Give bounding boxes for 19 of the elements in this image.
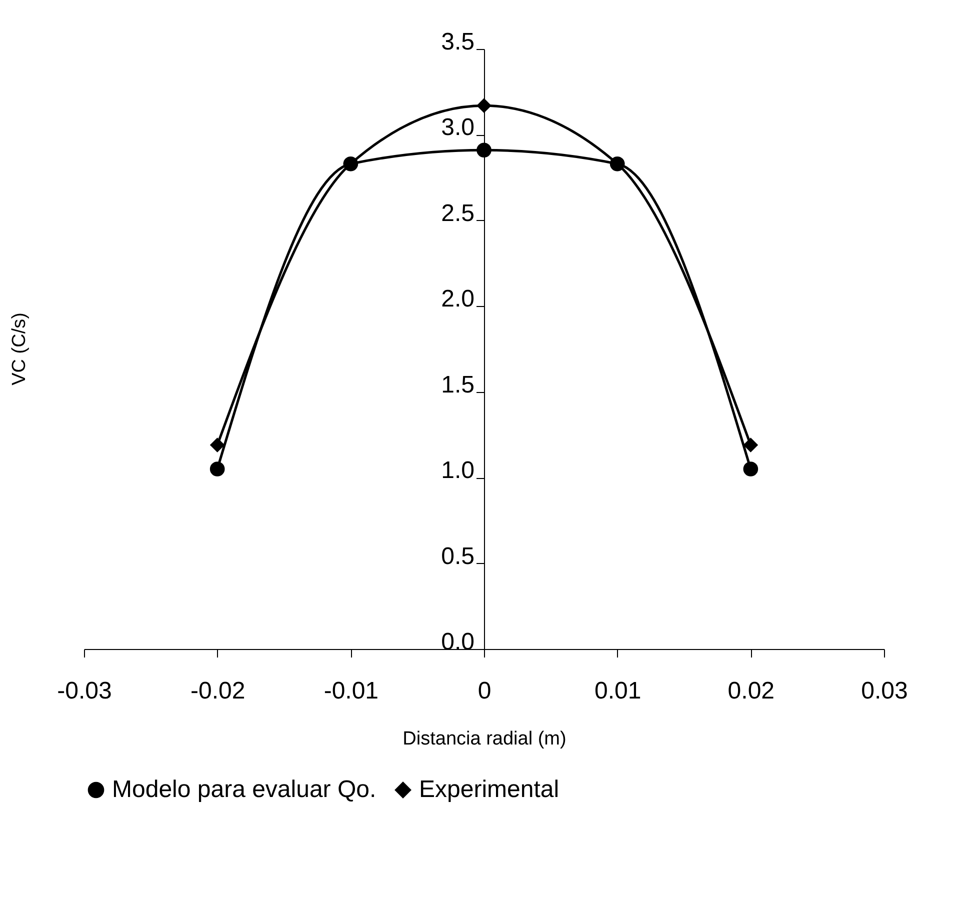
x-tick-label: -0.01 bbox=[324, 678, 379, 704]
legend-label: Experimental bbox=[419, 776, 560, 803]
x-tick-label: -0.03 bbox=[57, 678, 112, 704]
y-tick-label: 0.5 bbox=[441, 542, 474, 570]
y-tick-label: 3.5 bbox=[441, 28, 474, 56]
x-tick-label: 0.03 bbox=[861, 678, 908, 704]
y-tick-label: 2.0 bbox=[441, 286, 474, 313]
y-axis-title: VC (C/s) bbox=[9, 312, 30, 386]
y-tick-label: 1.5 bbox=[441, 371, 474, 398]
x-tick-label: -0.02 bbox=[190, 678, 246, 704]
y-tick-label: 3.0 bbox=[441, 114, 474, 142]
x-tick-label: 0.02 bbox=[728, 678, 775, 704]
y-tick-label: 2.5 bbox=[441, 200, 474, 227]
x-axis-title: Distancia radial (m) bbox=[402, 728, 566, 750]
x-tick-label: 0 bbox=[478, 678, 492, 704]
y-tick-label: 0.0 bbox=[441, 628, 474, 656]
legend-label: Modelo para evaluar Qo. bbox=[112, 776, 376, 803]
y-tick-label: 1.0 bbox=[441, 457, 474, 484]
x-tick-label: 0.01 bbox=[594, 678, 642, 704]
